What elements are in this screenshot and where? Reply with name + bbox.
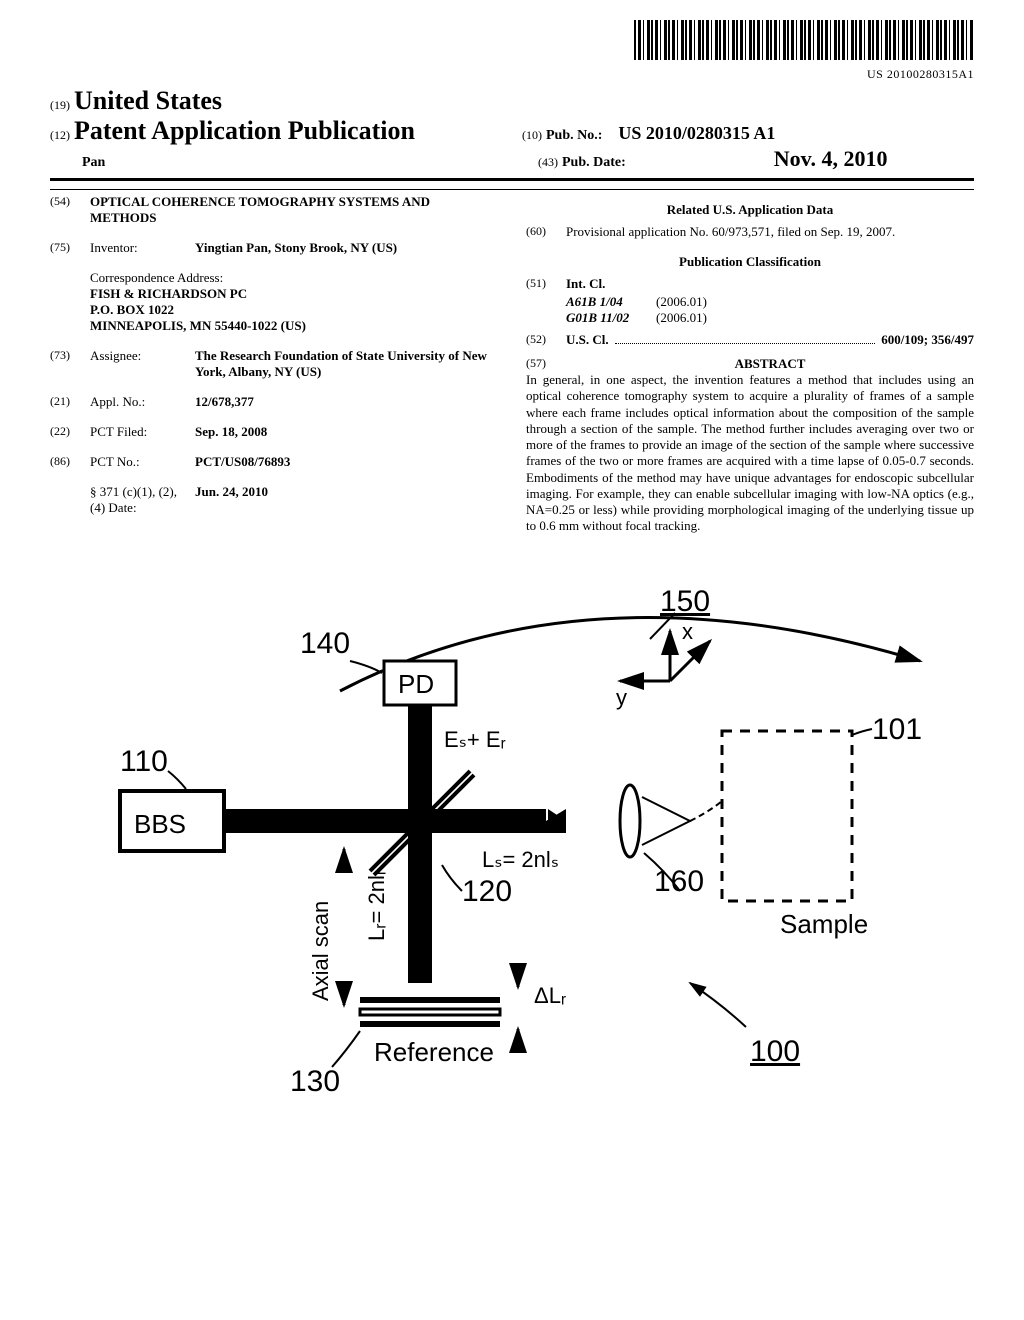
s371-label: § 371 (c)(1), (2), (4) Date: xyxy=(90,484,195,516)
applno-value: 12/678,377 xyxy=(195,394,254,409)
correspondence-label: Correspondence Address: xyxy=(90,270,498,286)
document-header: (19) United States (12) Patent Applicati… xyxy=(50,86,974,172)
abstract-text: In general, in one aspect, the invention… xyxy=(526,372,974,535)
label-bbs: BBS xyxy=(134,809,186,839)
label-lr: Lᵣ= 2nlᵣ xyxy=(364,869,389,940)
abstract-label: ABSTRACT xyxy=(566,356,974,372)
correspondence-line1: FISH & RICHARDSON PC xyxy=(90,286,247,301)
assignee-label: Assignee: xyxy=(90,348,195,380)
author-name: Pan xyxy=(82,155,105,170)
code-22: (22) xyxy=(50,424,90,440)
bibliographic-data: (54) OPTICAL COHERENCE TOMOGRAPHY SYSTEM… xyxy=(50,194,974,535)
intcl-label: Int. Cl. xyxy=(566,276,605,291)
barcode-region: US 20100280315A1 xyxy=(50,20,974,82)
pctno-value: PCT/US08/76893 xyxy=(195,454,290,469)
code-19: (19) xyxy=(50,98,70,112)
country-name: United States xyxy=(74,86,222,115)
label-dlr: ΔLᵣ xyxy=(534,983,566,1008)
uscl-value: 600/109; 356/497 xyxy=(881,332,974,347)
code-43: (43) xyxy=(538,155,558,169)
intcl1-ver: (2006.01) xyxy=(656,294,766,310)
ref-120: 120 xyxy=(462,875,512,908)
axis-y: y xyxy=(616,685,627,710)
code-73: (73) xyxy=(50,348,90,380)
applno-label: Appl. No.: xyxy=(90,394,195,410)
divider-thick xyxy=(50,178,974,181)
pub-no-value: US 2010/0280315 A1 xyxy=(618,123,775,143)
pub-no-label: Pub. No.: xyxy=(546,128,602,143)
inventor-label: Inventor: xyxy=(90,240,195,256)
intcl2-code: G01B 11/02 xyxy=(566,310,656,326)
uscl-label: U.S. Cl. xyxy=(566,332,609,347)
code-10: (10) xyxy=(522,128,542,142)
correspondence-line2: P.O. BOX 1022 xyxy=(90,302,174,317)
ref-100: 100 xyxy=(750,1035,800,1068)
code-51: (51) xyxy=(526,276,566,292)
code-54: (54) xyxy=(50,194,90,226)
pctfiled-label: PCT Filed: xyxy=(90,424,195,440)
axis-x: x xyxy=(682,619,693,644)
label-pd: PD xyxy=(398,669,434,699)
biblio-left-column: (54) OPTICAL COHERENCE TOMOGRAPHY SYSTEM… xyxy=(50,194,498,535)
barcode-graphic xyxy=(634,20,974,60)
intcl1-code: A61B 1/04 xyxy=(566,294,656,310)
invention-title: OPTICAL COHERENCE TOMOGRAPHY SYSTEMS AND… xyxy=(90,194,498,226)
pctfiled-value: Sep. 18, 2008 xyxy=(195,424,267,439)
ref-140: 140 xyxy=(300,627,350,660)
label-reference: Reference xyxy=(374,1037,494,1067)
ref-150: 150 xyxy=(660,585,710,618)
code-21: (21) xyxy=(50,394,90,410)
related-header: Related U.S. Application Data xyxy=(526,202,974,218)
ref-130: 130 xyxy=(290,1065,340,1098)
pubclass-header: Publication Classification xyxy=(526,254,974,270)
code-12: (12) xyxy=(50,128,70,142)
label-eser: Eₛ+ Eᵣ xyxy=(444,727,506,752)
intcl2-ver: (2006.01) xyxy=(656,310,766,326)
label-sample: Sample xyxy=(780,909,868,939)
inventor-value: Yingtian Pan, Stony Brook, NY (US) xyxy=(195,240,397,255)
ref-110: 110 xyxy=(120,745,168,778)
label-axial: Axial scan xyxy=(308,900,333,1000)
uscl-dots xyxy=(615,332,876,344)
divider-thin xyxy=(50,189,974,190)
barcode-number: US 20100280315A1 xyxy=(50,67,974,82)
code-86: (86) xyxy=(50,454,90,470)
assignee-value: The Research Foundation of State Univers… xyxy=(195,348,487,379)
pub-date-value: Nov. 4, 2010 xyxy=(774,146,888,171)
code-57: (57) xyxy=(526,356,566,372)
pctno-label: PCT No.: xyxy=(90,454,195,470)
code-60: (60) xyxy=(526,224,566,240)
patent-figure: 150 x y PD 140 BBS 110 xyxy=(50,571,974,1111)
label-ls: Lₛ= 2nlₛ xyxy=(482,847,559,872)
code-75: (75) xyxy=(50,240,90,256)
pub-date-label: Pub. Date: xyxy=(562,155,626,170)
s371-date: Jun. 24, 2010 xyxy=(195,484,268,499)
biblio-right-column: Related U.S. Application Data (60) Provi… xyxy=(526,194,974,535)
code-52: (52) xyxy=(526,332,566,348)
correspondence-line3: MINNEAPOLIS, MN 55440-1022 (US) xyxy=(90,318,306,333)
ref-101: 101 xyxy=(872,713,922,746)
provisional-text: Provisional application No. 60/973,571, … xyxy=(566,224,974,240)
publication-type: Patent Application Publication xyxy=(74,116,415,145)
